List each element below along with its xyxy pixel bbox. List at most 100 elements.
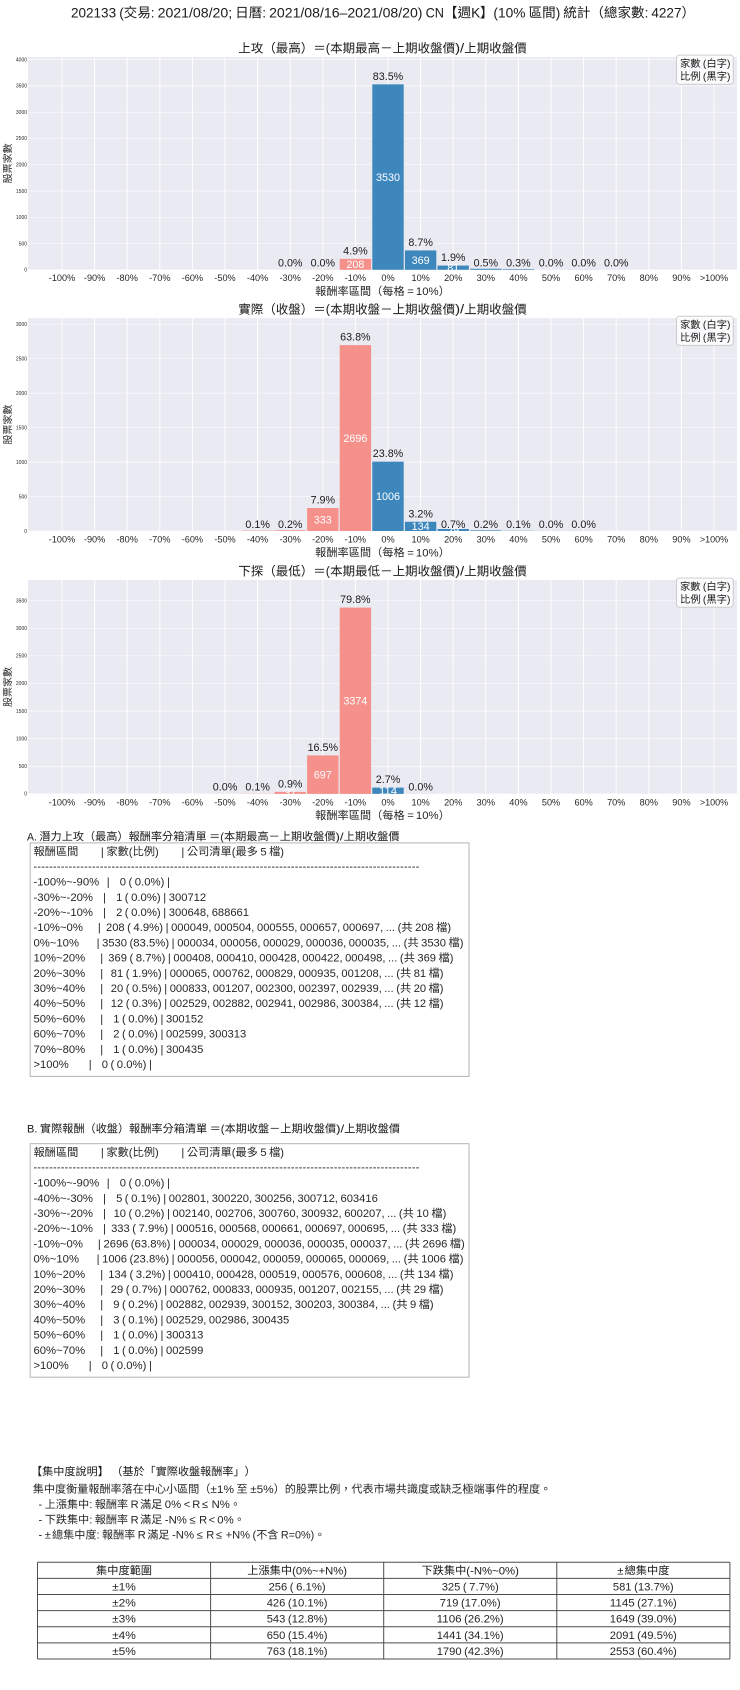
svg-text:±: ± (617, 1565, 623, 1577)
svg-text:9: 9 (410, 1299, 416, 1311)
svg-text:1500: 1500 (16, 425, 27, 431)
svg-text:(: ( (393, 1299, 397, 1311)
svg-text:-10%~0%: -10%~0% (34, 922, 83, 934)
svg-text:1.9%: 1.9% (441, 252, 466, 264)
svg-text:333: 333 (314, 514, 332, 526)
svg-text:000935,: 000935, (256, 1284, 296, 1296)
svg-text:134: 134 (108, 1269, 127, 1281)
svg-text:|: | (103, 907, 106, 919)
svg-text:±5%: ±5% (250, 1484, 274, 1496)
svg-text:0%: 0% (381, 797, 394, 807)
svg-text:50%~60%: 50%~60% (34, 1013, 86, 1025)
svg-text:000568,: 000568, (219, 1223, 259, 1235)
svg-text:|: | (171, 1223, 174, 1235)
svg-text:0.0%): 0.0%) (128, 1345, 158, 1357)
svg-text:): ) (280, 846, 284, 858)
svg-text:|: | (100, 1029, 103, 1041)
svg-text:): ) (280, 1147, 284, 1159)
svg-text:603416: 603416 (341, 1193, 378, 1205)
svg-text:-10%: -10% (345, 534, 366, 544)
svg-text:12: 12 (414, 998, 426, 1010)
svg-text:0: 0 (120, 877, 126, 889)
svg-text:-30%: -30% (280, 534, 301, 544)
svg-text:000035,: 000035, (349, 937, 389, 949)
svg-text:000042,: 000042, (220, 1254, 260, 1266)
svg-text:10%: 10% (412, 273, 430, 283)
svg-text:60%~70%: 60%~70% (34, 1029, 86, 1041)
svg-text:(: ( (253, 1530, 257, 1542)
svg-text:300435: 300435 (252, 1314, 289, 1326)
svg-text:000697,: 000697, (343, 922, 383, 934)
svg-text:002986,: 002986, (209, 1314, 249, 1326)
svg-text:(: ( (399, 1208, 403, 1220)
svg-text:-N%: -N% (165, 1514, 187, 1526)
svg-text:002140,: 002140, (173, 1208, 213, 1220)
svg-text:9: 9 (113, 1299, 119, 1311)
svg-text:688661: 688661 (212, 907, 249, 919)
svg-text:40%~50%: 40%~50% (34, 1314, 86, 1326)
svg-text:): ) (460, 1254, 464, 1266)
svg-text:(60.4%): (60.4%) (637, 1646, 677, 1658)
svg-text:000428,: 000428, (259, 953, 299, 965)
svg-text:300313: 300313 (166, 1330, 203, 1342)
svg-text:(: ( (232, 1147, 236, 1159)
svg-text:(63.8%): (63.8%) (131, 1238, 171, 1250)
svg-text:|: | (100, 1269, 103, 1281)
svg-text:300932,: 300932, (301, 1208, 341, 1220)
svg-text:37: 37 (284, 788, 296, 800)
svg-text:20%~30%: 20%~30% (34, 968, 86, 980)
svg-text:): ) (447, 922, 451, 934)
svg-text:29: 29 (414, 1284, 426, 1296)
svg-text:(: ( (405, 1238, 409, 1250)
svg-text:500: 500 (19, 494, 28, 500)
svg-text:000069,: 000069, (349, 1254, 389, 1266)
svg-text:50%: 50% (542, 273, 560, 283)
svg-text:2000: 2000 (16, 391, 27, 397)
svg-text:000829,: 000829, (256, 968, 296, 980)
svg-text:0.3%: 0.3% (506, 258, 531, 270)
svg-text:): ) (440, 1284, 444, 1296)
svg-text:2091: 2091 (610, 1630, 635, 1642)
svg-text:0.0%): 0.0%) (128, 1013, 158, 1025)
svg-text:6.1%): 6.1%) (296, 1581, 326, 1593)
svg-text:2696: 2696 (104, 1238, 129, 1250)
svg-text:-30%: -30% (280, 273, 301, 283)
svg-text:(: ( (122, 1044, 126, 1056)
svg-text:2000: 2000 (16, 681, 27, 687)
svg-text:1145: 1145 (610, 1598, 635, 1610)
svg-text:|: | (166, 922, 169, 934)
svg-text:|: | (164, 968, 167, 980)
svg-text:): ) (440, 998, 444, 1010)
svg-text:|: | (164, 1284, 167, 1296)
svg-text:-100%: -100% (49, 534, 75, 544)
svg-text:1.9%): 1.9%) (132, 968, 162, 980)
svg-text:208: 208 (106, 922, 125, 934)
svg-text:63.8%: 63.8% (340, 332, 371, 344)
svg-text:-90%: -90% (84, 273, 105, 283)
svg-text::: : (89, 1499, 92, 1511)
svg-text:(: ( (111, 1059, 115, 1071)
svg-text:300435: 300435 (166, 1044, 203, 1056)
svg-text:0.2%): 0.2%) (135, 1208, 165, 1220)
svg-text:-100%~-90%: -100%~-90% (34, 1178, 100, 1190)
svg-text:10%: 10% (412, 534, 430, 544)
svg-text:4227: 4227 (651, 5, 681, 20)
svg-text:3500: 3500 (16, 598, 27, 604)
svg-text:2.7%: 2.7% (376, 774, 401, 786)
svg-text:000608,: 000608, (345, 1269, 385, 1281)
svg-text:|: | (100, 1044, 103, 1056)
svg-text:(: ( (129, 877, 133, 889)
svg-text:0: 0 (120, 1178, 126, 1190)
svg-text:29: 29 (447, 525, 459, 537)
svg-text:2696: 2696 (343, 433, 367, 445)
svg-text:0%: 0% (381, 534, 394, 544)
svg-text:(: ( (703, 59, 707, 70)
svg-text:2021/08/16–2021/08/20): 2021/08/16–2021/08/20) (269, 5, 422, 20)
svg-text:|: | (161, 1044, 164, 1056)
svg-text:(34.1%): (34.1%) (464, 1630, 504, 1642)
svg-text:0.1%: 0.1% (245, 782, 270, 794)
svg-text:...: ... (388, 953, 397, 965)
svg-text:(49.5%): (49.5%) (637, 1630, 677, 1642)
svg-text:-20%: -20% (312, 273, 333, 283)
svg-text:-60%: -60% (182, 534, 203, 544)
